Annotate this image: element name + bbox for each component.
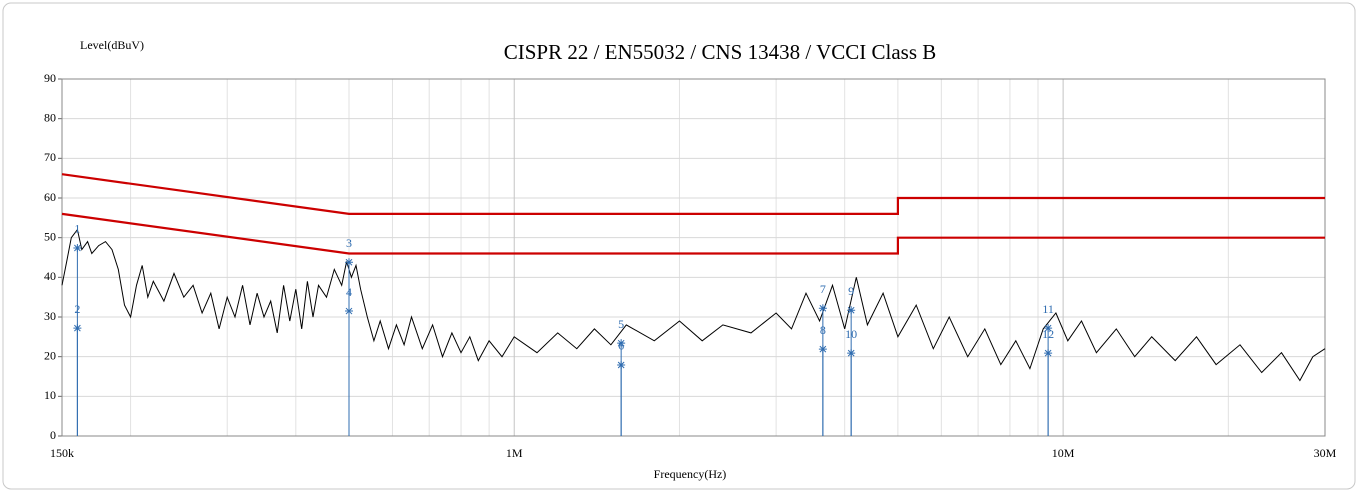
y-tick-label: 60 — [44, 190, 56, 204]
marker-star — [818, 304, 827, 313]
marker-label: 7 — [820, 282, 826, 296]
marker-label: 6 — [618, 339, 624, 353]
plot-border — [61, 78, 1326, 437]
y-tick-label: 30 — [44, 309, 56, 323]
plot-area — [61, 78, 1326, 437]
marker-star — [73, 243, 82, 252]
trace — [61, 228, 1326, 382]
marker-star — [345, 258, 353, 267]
x-tick-label: 30M — [1314, 446, 1337, 460]
marker-label: 11 — [1042, 302, 1054, 316]
y-tick-label: 50 — [44, 229, 56, 243]
marker-label: 1 — [74, 222, 80, 236]
marker-star — [1044, 349, 1053, 358]
y-tick-label: 40 — [44, 269, 56, 283]
marker-star — [818, 345, 827, 354]
marker-star — [345, 307, 353, 316]
limit-line — [61, 212, 1325, 255]
marker-star — [617, 360, 626, 369]
marker-star — [847, 306, 856, 315]
marker-star — [847, 349, 856, 358]
marker-star — [1044, 324, 1053, 333]
y-tick-label: 70 — [44, 150, 56, 164]
marker-label: 5 — [618, 317, 624, 331]
x-tick-label: 1M — [506, 446, 523, 460]
y-tick-label: 0 — [50, 428, 56, 442]
marker-label: 4 — [346, 285, 352, 299]
marker-label: 12 — [1042, 327, 1054, 341]
marker-star — [617, 339, 626, 348]
marker-label: 8 — [820, 323, 826, 337]
marker-star — [73, 324, 82, 333]
limit-line — [61, 173, 1325, 215]
y-tick-label: 90 — [44, 71, 56, 85]
marker-label: 2 — [74, 302, 80, 316]
marker-label: 10 — [845, 327, 857, 341]
x-axis-label: Frequency(Hz) — [654, 467, 727, 481]
y-tick-label: 80 — [44, 110, 56, 124]
y-tick-label: 20 — [44, 348, 56, 362]
marker-label: 9 — [848, 284, 854, 298]
x-tick-label: 10M — [1052, 446, 1075, 460]
marker-label: 3 — [346, 236, 352, 250]
y-tick-label: 10 — [44, 388, 56, 402]
chart-title: CISPR 22 / EN55032 / CNS 13438 / VCCI Cl… — [504, 40, 937, 64]
x-tick-label: 150k — [50, 446, 74, 460]
y-axis-label: Level(dBuV) — [80, 38, 144, 52]
